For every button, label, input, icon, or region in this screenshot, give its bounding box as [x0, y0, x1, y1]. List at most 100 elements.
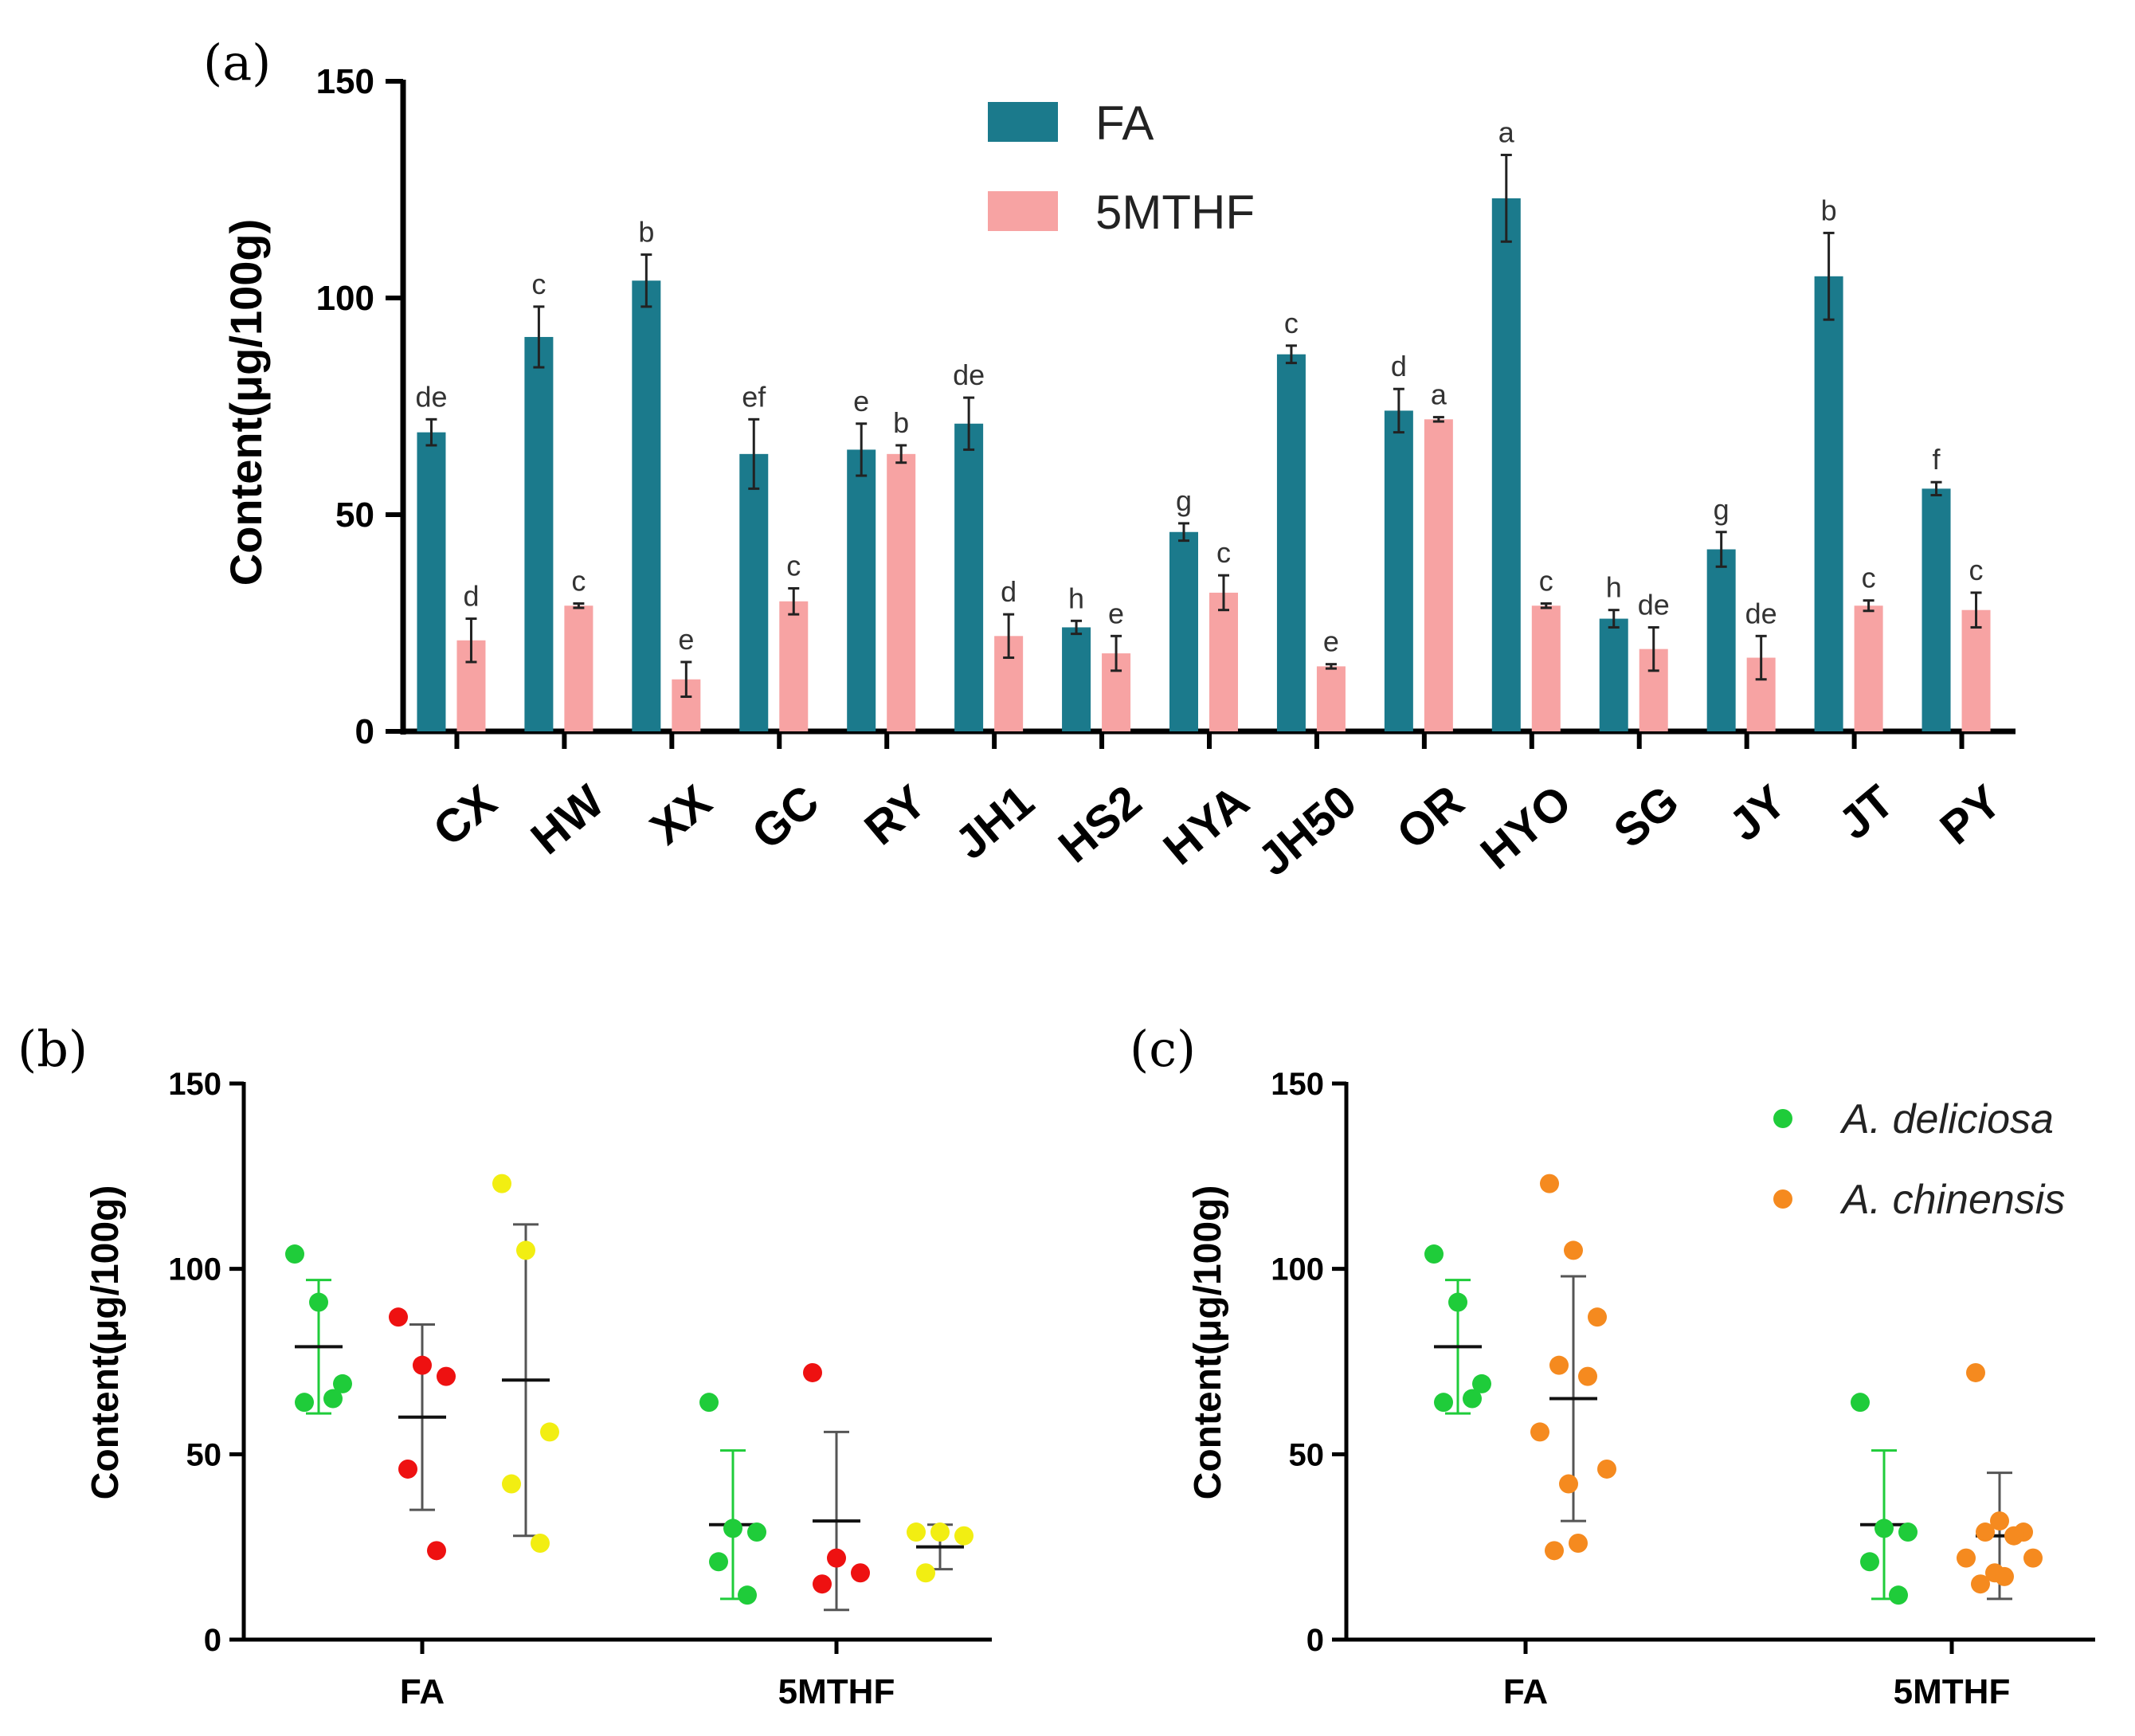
- panel-c-label: (c): [1130, 1020, 1196, 1078]
- data-point: [502, 1474, 521, 1494]
- data-point: [333, 1374, 352, 1393]
- error-bar: [1863, 599, 1874, 613]
- significance-letter: e: [1323, 625, 1339, 658]
- data-point: [1889, 1585, 1908, 1605]
- error-bar: [1325, 663, 1337, 670]
- error-bar: [1540, 602, 1552, 609]
- panel-a-category-label: HYA: [1154, 775, 1259, 875]
- data-point: [1564, 1240, 1583, 1260]
- fa-bar: [1062, 627, 1091, 731]
- panel-a-category-label: GC: [742, 775, 829, 860]
- significance-letter: de: [1638, 588, 1670, 621]
- panel-c-chart: 0 50 100 150 FA 5MTHF A. deliciosa A. chinensi…: [1187, 1067, 2095, 1711]
- panel-c-legend: A. deliciosa A. chinensis: [1773, 1096, 2065, 1223]
- panel-b-y-tick-label: 100: [168, 1252, 221, 1287]
- data-point: [916, 1563, 935, 1583]
- error-bar: [1500, 153, 1512, 243]
- data-point: [398, 1459, 417, 1479]
- data-point: [516, 1240, 535, 1260]
- panel-b-y-tick-label: 0: [204, 1623, 221, 1658]
- data-point: [1545, 1541, 1564, 1561]
- significance-letter: c: [786, 549, 801, 582]
- data-point: [1424, 1244, 1444, 1264]
- significance-letter: e: [853, 385, 869, 417]
- panel-a-category-label: XX: [640, 775, 721, 855]
- mthf-bar: [1531, 605, 1561, 731]
- error-bar: [748, 417, 760, 490]
- mthf-bar: [564, 605, 593, 731]
- significance-letter: d: [1001, 575, 1017, 608]
- data-point: [285, 1244, 304, 1264]
- data-point: [699, 1393, 719, 1413]
- panel-c-points: [1424, 1174, 2043, 1605]
- significance-letter: c: [571, 565, 586, 598]
- mean-sd-bar: [813, 1430, 860, 1612]
- panel-c-group-label: FA: [1503, 1672, 1548, 1711]
- data-point: [1588, 1307, 1607, 1327]
- error-bar: [963, 396, 975, 451]
- data-point: [954, 1526, 973, 1546]
- data-point: [1472, 1374, 1491, 1393]
- fa-bar: [1384, 410, 1413, 731]
- significance-letter: h: [1068, 582, 1084, 614]
- data-point: [827, 1548, 846, 1568]
- fa-bar: [417, 432, 446, 731]
- data-point: [1898, 1522, 1918, 1542]
- error-bar: [1755, 634, 1767, 681]
- significance-letter: ef: [742, 380, 766, 413]
- data-point: [492, 1174, 511, 1193]
- error-bar: [1285, 344, 1297, 365]
- data-point: [851, 1563, 870, 1583]
- panel-a-label: (a): [203, 33, 271, 92]
- fa-bar: [1491, 198, 1521, 731]
- data-point: [1874, 1519, 1894, 1538]
- fa-bar: [1169, 531, 1198, 731]
- data-point: [2004, 1526, 2023, 1546]
- data-point: [2023, 1548, 2043, 1568]
- fa-bar: [1706, 549, 1736, 731]
- panel-a-category-label: CX: [424, 775, 507, 856]
- data-point: [738, 1585, 757, 1605]
- significance-letter: d: [463, 580, 479, 613]
- data-point: [1578, 1366, 1597, 1386]
- panel-a-category-label: PY: [1930, 775, 2011, 855]
- mthf-bar: [779, 601, 809, 731]
- data-point: [1569, 1534, 1588, 1554]
- data-point: [309, 1292, 328, 1312]
- panel-a-category-label: JT: [1829, 775, 1904, 849]
- data-point: [1559, 1474, 1578, 1494]
- data-point: [1540, 1174, 1559, 1193]
- fa-bar: [739, 453, 769, 731]
- error-bar: [788, 586, 800, 616]
- significance-letter: a: [1431, 378, 1447, 411]
- panel-c-y-tick-label: 50: [1289, 1437, 1325, 1472]
- panel-a-y-tick-label: 0: [355, 712, 374, 751]
- error-bar: [1218, 574, 1229, 612]
- error-bar: [533, 305, 545, 369]
- data-point: [1990, 1511, 2009, 1531]
- data-point: [930, 1522, 950, 1542]
- legend-mthf-swatch: [988, 191, 1058, 231]
- data-point: [1448, 1292, 1467, 1312]
- significance-letter: de: [953, 359, 985, 391]
- data-point: [1549, 1355, 1569, 1375]
- mthf-bar: [1424, 419, 1453, 731]
- legend-fa-swatch: [988, 102, 1058, 142]
- mthf-bar: [1316, 666, 1346, 731]
- significance-letter: h: [1606, 571, 1622, 604]
- data-point: [723, 1519, 742, 1538]
- fa-bar: [1814, 276, 1843, 731]
- error-bar: [1970, 591, 1982, 629]
- error-bar: [1608, 609, 1620, 629]
- mthf-bar: [1854, 605, 1883, 731]
- panel-b-y-axis-label: Content(μg/100g): [84, 1185, 127, 1500]
- panel-a-y-tick-label: 50: [335, 496, 374, 535]
- significance-letter: c: [1284, 307, 1299, 339]
- significance-letter: c: [1216, 536, 1231, 569]
- panel-a-legend: FA 5MTHF: [988, 96, 1255, 239]
- error-bar: [1930, 480, 1942, 497]
- mthf-bar: [1961, 609, 1991, 731]
- panel-c-y-axis-label: Content(μg/100g): [1187, 1185, 1229, 1500]
